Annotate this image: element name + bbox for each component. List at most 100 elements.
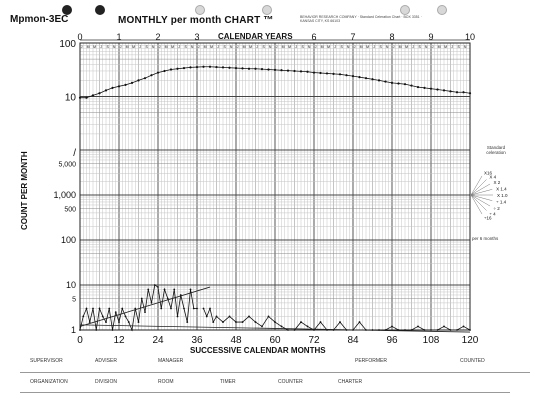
celeration-fan-label-2: X 2 bbox=[494, 180, 501, 185]
data-point-1-17 bbox=[134, 307, 137, 310]
x-tick-label-72: 72 bbox=[308, 335, 320, 346]
month-letter-2-8: S bbox=[184, 45, 187, 49]
month-letter-3-4: M bbox=[210, 45, 213, 49]
month-letter-8-4: M bbox=[405, 45, 408, 49]
celeration-fan-label-4: X 1.0 bbox=[497, 193, 508, 198]
month-letter-3-8: S bbox=[223, 45, 226, 49]
data-point-2-13 bbox=[274, 321, 276, 323]
data-point-0-31 bbox=[280, 69, 283, 72]
top-tick-label-10: 10 bbox=[465, 32, 475, 42]
data-point-0-35 bbox=[306, 70, 309, 73]
y-tick-lower-1000: 1,000 bbox=[53, 190, 76, 200]
binder-hole-4 bbox=[262, 5, 272, 15]
data-point-0-39 bbox=[332, 72, 335, 75]
data-point-0-10 bbox=[143, 77, 147, 80]
data-point-0-30 bbox=[273, 68, 277, 71]
fineprint: BEHAVIOR RESEARCH COMPANY · Standard Cel… bbox=[300, 15, 422, 23]
month-letter-9-2: M bbox=[438, 45, 441, 49]
month-letter-6-8: S bbox=[340, 45, 343, 49]
data-point-0-2 bbox=[91, 94, 95, 97]
data-point-0-0 bbox=[78, 96, 82, 99]
data-point-1-34 bbox=[189, 288, 192, 291]
celeration-fan-ray-1 bbox=[470, 179, 487, 196]
data-point-2-16 bbox=[293, 329, 296, 331]
top-tick-label-2: 2 bbox=[155, 32, 160, 42]
data-point-1-29 bbox=[173, 288, 176, 291]
data-point-0-47 bbox=[384, 80, 387, 83]
data-point-0-32 bbox=[286, 69, 290, 72]
month-letter-2-2: M bbox=[165, 45, 168, 49]
standard-celeration-title: Standard celeration bbox=[486, 145, 506, 155]
data-point-2-20 bbox=[319, 321, 322, 323]
data-point-2-31 bbox=[391, 325, 393, 328]
data-point-1-21 bbox=[147, 288, 150, 291]
data-point-0-44 bbox=[364, 77, 368, 80]
data-point-0-43 bbox=[358, 76, 361, 79]
data-point-1-4 bbox=[92, 307, 94, 310]
data-point-1-33 bbox=[186, 321, 189, 323]
data-point-0-18 bbox=[195, 65, 199, 69]
data-point-0-42 bbox=[351, 75, 355, 78]
chart-title: MONTHLY per month CHART ™ bbox=[118, 15, 274, 26]
x-tick-label-84: 84 bbox=[347, 335, 359, 346]
data-point-2-23 bbox=[339, 321, 341, 323]
data-point-0-24 bbox=[234, 66, 238, 70]
data-point-0-9 bbox=[137, 79, 140, 82]
footer-label-r1-3: PERFORMER bbox=[355, 358, 387, 364]
data-point-2-34 bbox=[410, 329, 413, 331]
data-point-2-37 bbox=[430, 329, 432, 331]
celeration-fan-ray-8 bbox=[470, 194, 483, 215]
y-tick-lower-500: 500 bbox=[64, 207, 76, 214]
data-point-2-33 bbox=[404, 329, 406, 331]
month-letter-1-2: M bbox=[126, 45, 129, 49]
month-letter-8-0: J bbox=[393, 45, 395, 49]
y-tick-lower-5000: 5,000 bbox=[58, 162, 76, 169]
data-point-2-12 bbox=[267, 315, 270, 318]
footer-rule-1 bbox=[20, 392, 510, 393]
binder-hole-1 bbox=[62, 5, 72, 15]
month-letter-6-10: N bbox=[347, 45, 350, 49]
data-point-1-19 bbox=[140, 297, 143, 300]
celeration-line-1 bbox=[79, 324, 471, 333]
data-point-1-28 bbox=[170, 307, 172, 310]
data-point-0-7 bbox=[124, 83, 127, 86]
data-point-0-25 bbox=[241, 67, 244, 70]
month-letter-2-0: J bbox=[159, 45, 161, 49]
top-tick-label-7: 7 bbox=[350, 32, 355, 42]
month-letter-8-8: S bbox=[418, 45, 421, 49]
data-point-0-23 bbox=[228, 66, 231, 69]
footer-label-r1-0: SUPERVISOR bbox=[30, 358, 63, 364]
data-point-1-1 bbox=[82, 315, 85, 318]
data-point-2-10 bbox=[254, 321, 257, 323]
data-point-0-15 bbox=[176, 67, 179, 70]
x-tick-label-24: 24 bbox=[152, 335, 164, 346]
top-tick-label-3: 3 bbox=[194, 32, 199, 42]
data-point-1-16 bbox=[131, 329, 133, 331]
calendar-years-label: CALENDAR YEARS bbox=[218, 32, 293, 41]
data-point-2-18 bbox=[306, 325, 309, 328]
data-point-0-57 bbox=[449, 90, 452, 93]
data-point-2-15 bbox=[287, 329, 289, 331]
y-tick-lower-1: 1 bbox=[71, 325, 76, 335]
month-letter-0-4: M bbox=[93, 45, 96, 49]
data-point-1-2 bbox=[85, 307, 88, 310]
data-point-0-12 bbox=[156, 71, 160, 74]
data-point-1-8 bbox=[105, 321, 107, 323]
celeration-fan-ray-3 bbox=[470, 189, 493, 196]
data-point-1-36 bbox=[196, 307, 198, 310]
data-point-2-0 bbox=[202, 307, 205, 310]
data-point-0-46 bbox=[377, 79, 381, 82]
month-letter-3-0: J bbox=[198, 45, 200, 49]
month-letter-7-8: S bbox=[379, 45, 382, 49]
data-point-0-40 bbox=[338, 73, 342, 76]
month-letter-0-6: J bbox=[100, 45, 102, 49]
data-point-0-36 bbox=[312, 71, 316, 74]
data-point-2-42 bbox=[462, 325, 465, 328]
data-point-0-53 bbox=[423, 86, 426, 89]
binder-hole-5 bbox=[400, 5, 410, 15]
data-point-1-6 bbox=[98, 307, 101, 310]
data-point-1-15 bbox=[127, 321, 130, 323]
month-letter-5-4: M bbox=[288, 45, 291, 49]
top-tick-label-8: 8 bbox=[389, 32, 394, 42]
data-point-0-14 bbox=[169, 68, 173, 71]
